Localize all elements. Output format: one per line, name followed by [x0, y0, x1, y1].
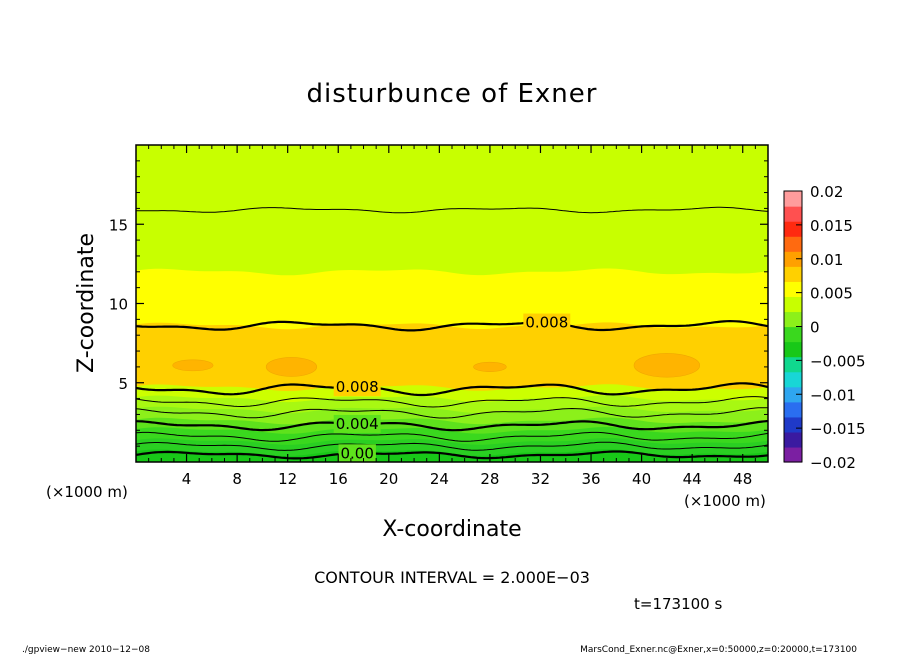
x-tick-label-4: 20 [379, 470, 398, 488]
plot-area [136, 145, 768, 462]
x-tick-label-11: 48 [733, 470, 752, 488]
contour-label-bg-3 [333, 414, 381, 433]
colorbar-tick-label-0: 0.02 [810, 183, 843, 201]
x-unit-left: (×1000 m) [46, 483, 128, 501]
colorbar-cell-14 [784, 236, 802, 252]
colorbar-cell-12 [784, 266, 802, 282]
y-tick-label-0: 5 [118, 375, 128, 393]
contour-label-bg-7 [523, 313, 571, 332]
colorbar-tick-label-7: −0.015 [810, 420, 866, 438]
contour-label-3: 0.004 [336, 415, 379, 433]
colorbar-cell-9 [784, 311, 802, 328]
contour-line-5 [136, 396, 768, 408]
x-tick-label-3: 16 [329, 470, 348, 488]
x-tick-label-9: 40 [632, 470, 651, 488]
footer-left: ./gpview−new 2010−12−08 [22, 645, 150, 654]
colorbar-cell-10 [784, 296, 802, 313]
colorbar-cell-2 [784, 416, 802, 433]
x-tick-label-6: 28 [480, 470, 499, 488]
colorbar-tick-label-1: 0.015 [810, 217, 853, 235]
colorbar-cell-3 [784, 401, 802, 418]
y-axis-label: Z-coordinate [74, 233, 99, 373]
y-tick-label-1: 10 [109, 296, 128, 314]
contour-line-1 [136, 441, 768, 451]
colorbar-tick-label-4: 0 [810, 319, 820, 337]
colorbar-cell-16 [784, 206, 802, 222]
colorbar-cell-0 [784, 446, 802, 463]
maxima-patch-3 [633, 353, 701, 378]
colorbar-cell-17 [784, 191, 802, 207]
contour-label-6: 0.008 [336, 378, 379, 396]
maxima-patch-1 [265, 357, 318, 377]
chart-title: disturbunce of Exner [307, 79, 598, 109]
contour-line-4 [136, 407, 768, 419]
time-stamp: t=173100 s [634, 595, 722, 613]
colorbar-cell-1 [784, 431, 802, 448]
contour-lines [136, 206, 768, 460]
contour-label-bg-6 [333, 378, 381, 397]
x-tick-label-2: 12 [278, 470, 297, 488]
contour-line-2 [136, 431, 768, 442]
contour-line-0 [136, 450, 768, 460]
x-tick-label-1: 8 [232, 470, 242, 488]
contour-line-3 [136, 419, 768, 432]
x-tick-label-5: 24 [430, 470, 449, 488]
colorbar-tick-label-2: 0.01 [810, 251, 843, 269]
contour-labels: 0.00 0.004 0.008 0.008 [333, 313, 571, 463]
colorbar-cell-8 [784, 326, 802, 343]
maxima-patch-0 [172, 359, 214, 372]
colorbar-cell-6 [784, 356, 802, 373]
x-tick-label-0: 4 [182, 470, 192, 488]
colorbar-tick-label-8: −0.02 [810, 454, 856, 472]
colorbar-tick-label-6: −0.01 [810, 386, 856, 404]
colorbar-ticks: 0.02 0.015 0.01 0.005 0 −0.005 −0.01 −0.015 −0.0… [796, 183, 866, 472]
colorbar-cell-5 [784, 371, 802, 388]
contour-line-8 [136, 206, 768, 214]
x-unit-right: (×1000 m) [684, 492, 766, 510]
x-tick-label-7: 32 [531, 470, 550, 488]
maxima-patches [172, 353, 701, 378]
colorbar-cell-13 [784, 251, 802, 267]
colorbar-tick-label-5: −0.005 [810, 352, 866, 370]
y-tick-label-2: 15 [109, 216, 128, 234]
colorbar-cell-11 [784, 281, 802, 297]
colorbar-tick-label-3: 0.005 [810, 285, 853, 303]
colorbar-cell-4 [784, 386, 802, 403]
y-axis: 5 10 15 [109, 160, 768, 447]
colorbar-cell-15 [784, 221, 802, 237]
x-axis: 4 8 12 16 20 24 28 32 36 40 44 48 [148, 145, 756, 488]
colorbar-cell-7 [784, 341, 802, 358]
contour-label-bg-0 [338, 444, 376, 463]
x-axis-label: X-coordinate [382, 517, 521, 542]
contour-line-6 [136, 382, 768, 397]
maxima-patch-2 [473, 361, 507, 372]
contour-label-0: 0.00 [340, 444, 373, 462]
contour-interval: CONTOUR INTERVAL = 2.000E−03 [314, 568, 590, 587]
x-tick-label-8: 36 [581, 470, 600, 488]
footer-right: MarsCond_Exner.nc@Exner,x=0:50000,z=0:20… [580, 645, 857, 654]
contour-line-7 [136, 319, 768, 332]
contour-label-7: 0.008 [525, 314, 568, 332]
x-tick-label-10: 44 [683, 470, 702, 488]
